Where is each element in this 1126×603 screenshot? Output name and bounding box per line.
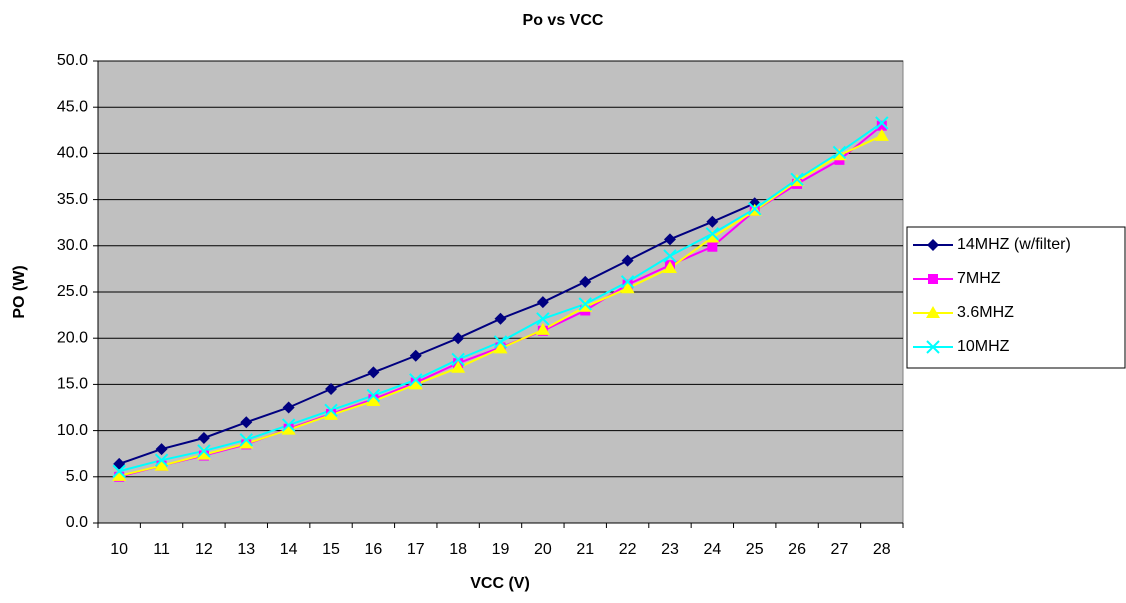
- marker: [197, 444, 211, 458]
- legend-label: 7MHZ: [957, 270, 1001, 287]
- y-tick-label: 10.0: [57, 422, 88, 439]
- x-axis-label: VCC (V): [470, 575, 530, 592]
- marker: [281, 422, 296, 435]
- x-tick-label: 12: [195, 541, 213, 558]
- marker: [239, 433, 253, 447]
- x-tick-label: 11: [153, 541, 170, 558]
- x-tick-label: 20: [534, 541, 552, 558]
- legend-marker: [926, 340, 940, 354]
- marker: [409, 373, 423, 387]
- marker: [451, 352, 465, 367]
- marker: [196, 447, 211, 460]
- x-tick-label: 26: [788, 541, 806, 558]
- legend: [906, 226, 1126, 369]
- x-tick-label: 28: [873, 541, 891, 558]
- x-tick-label: 13: [237, 541, 255, 558]
- marker: [663, 249, 677, 263]
- marker: [493, 335, 508, 349]
- marker: [197, 431, 210, 444]
- marker: [579, 275, 592, 288]
- marker: [112, 464, 126, 478]
- x-tick-label: 16: [364, 541, 382, 558]
- y-tick-label: 25.0: [57, 283, 88, 300]
- y-tick-label: 35.0: [57, 191, 88, 208]
- y-tick-label: 15.0: [57, 376, 88, 393]
- marker: [154, 458, 169, 471]
- marker: [324, 407, 339, 420]
- marker: [748, 202, 762, 216]
- marker: [620, 281, 635, 294]
- y-tick-label: 20.0: [57, 329, 88, 346]
- y-tick-label: 50.0: [57, 52, 88, 69]
- marker: [578, 297, 592, 311]
- marker: [155, 443, 168, 456]
- marker: [282, 401, 295, 414]
- x-tick-label: 25: [746, 541, 764, 558]
- marker: [705, 227, 720, 241]
- series-line: [118, 202, 756, 465]
- marker: [536, 296, 549, 309]
- marker: [367, 366, 380, 379]
- x-tick-label: 18: [449, 541, 467, 558]
- marker: [324, 403, 338, 417]
- marker: [409, 349, 422, 362]
- marker: [790, 172, 804, 186]
- marker: [325, 383, 338, 396]
- marker: [493, 341, 508, 354]
- y-tick-label: 0.0: [66, 514, 88, 531]
- marker: [536, 312, 550, 326]
- x-tick-label: 22: [619, 541, 637, 558]
- marker: [240, 416, 253, 429]
- marker: [874, 128, 889, 141]
- x-tick-label: 21: [576, 541, 594, 558]
- x-tick-label: 15: [322, 541, 340, 558]
- marker: [451, 360, 466, 373]
- marker: [366, 388, 381, 403]
- marker: [408, 377, 423, 390]
- marker: [663, 233, 676, 246]
- x-tick-label: 10: [110, 541, 128, 558]
- legend-label: 3.6MHZ: [957, 304, 1014, 321]
- marker: [535, 322, 550, 335]
- x-tick-label: 24: [703, 541, 721, 558]
- x-tick-label: 23: [661, 541, 679, 558]
- x-tick-label: 14: [280, 541, 298, 558]
- legend-marker: [927, 239, 939, 251]
- marker: [154, 453, 169, 467]
- marker: [662, 260, 677, 273]
- marker: [876, 120, 887, 131]
- marker: [366, 394, 381, 407]
- marker: [875, 116, 889, 130]
- y-tick-label: 5.0: [66, 468, 88, 485]
- marker: [494, 312, 507, 325]
- marker: [239, 436, 254, 449]
- y-tick-label: 40.0: [57, 145, 88, 162]
- chart-title: Po vs VCC: [523, 12, 604, 29]
- y-tick-label: 30.0: [57, 237, 88, 254]
- marker: [621, 254, 634, 267]
- marker: [452, 332, 465, 345]
- legend-marker: [928, 274, 938, 284]
- legend-label: 10MHZ: [957, 338, 1010, 355]
- marker: [706, 215, 719, 228]
- legend-marker: [926, 306, 940, 318]
- marker: [707, 241, 718, 252]
- y-tick-label: 45.0: [57, 98, 88, 115]
- marker: [281, 418, 296, 432]
- x-tick-label: 27: [831, 541, 849, 558]
- x-tick-label: 17: [407, 541, 425, 558]
- marker: [620, 275, 635, 289]
- marker: [832, 145, 847, 160]
- y-axis-label: PO (W): [11, 265, 28, 318]
- x-tick-label: 19: [492, 541, 510, 558]
- marker: [705, 230, 720, 243]
- legend-label: 14MHZ (w/filter): [957, 236, 1071, 253]
- marker: [112, 468, 127, 481]
